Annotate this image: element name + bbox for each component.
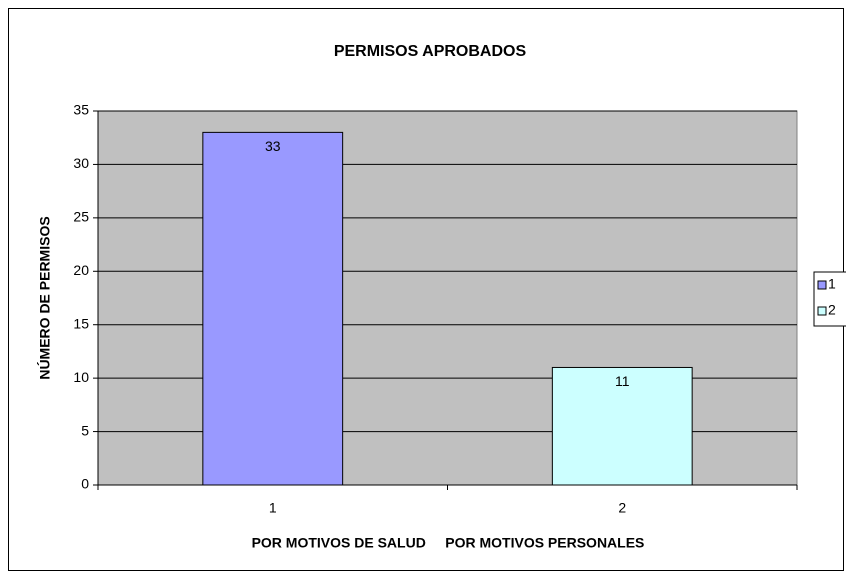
y-tick-label: 15 bbox=[73, 315, 89, 331]
x-axis-label: POR MOTIVOS DE SALUD POR MOTIVOS PERSONA… bbox=[252, 535, 645, 551]
y-tick-label: 5 bbox=[81, 422, 89, 438]
y-tick-label: 0 bbox=[81, 476, 89, 492]
legend-label: 1 bbox=[828, 276, 836, 292]
legend-box bbox=[813, 271, 846, 327]
data-label: 11 bbox=[615, 373, 630, 389]
legend-swatch bbox=[817, 280, 827, 290]
y-tick-label: 10 bbox=[73, 369, 89, 385]
bar bbox=[202, 131, 344, 486]
y-tick-label: 25 bbox=[73, 209, 89, 225]
bar bbox=[551, 366, 693, 486]
legend-label: 2 bbox=[828, 302, 836, 318]
y-axis-label: NÚMERO DE PERMISOS bbox=[36, 216, 53, 379]
y-tick-label: 20 bbox=[73, 262, 89, 278]
x-tick-label: 2 bbox=[618, 500, 626, 516]
x-tick-label: 1 bbox=[269, 500, 277, 516]
y-tick-label: 30 bbox=[73, 155, 89, 171]
y-tick-label: 35 bbox=[73, 102, 89, 118]
chart-title: PERMISOS APROBADOS bbox=[334, 43, 527, 60]
data-label: 33 bbox=[265, 138, 281, 154]
legend-swatch bbox=[817, 306, 827, 316]
